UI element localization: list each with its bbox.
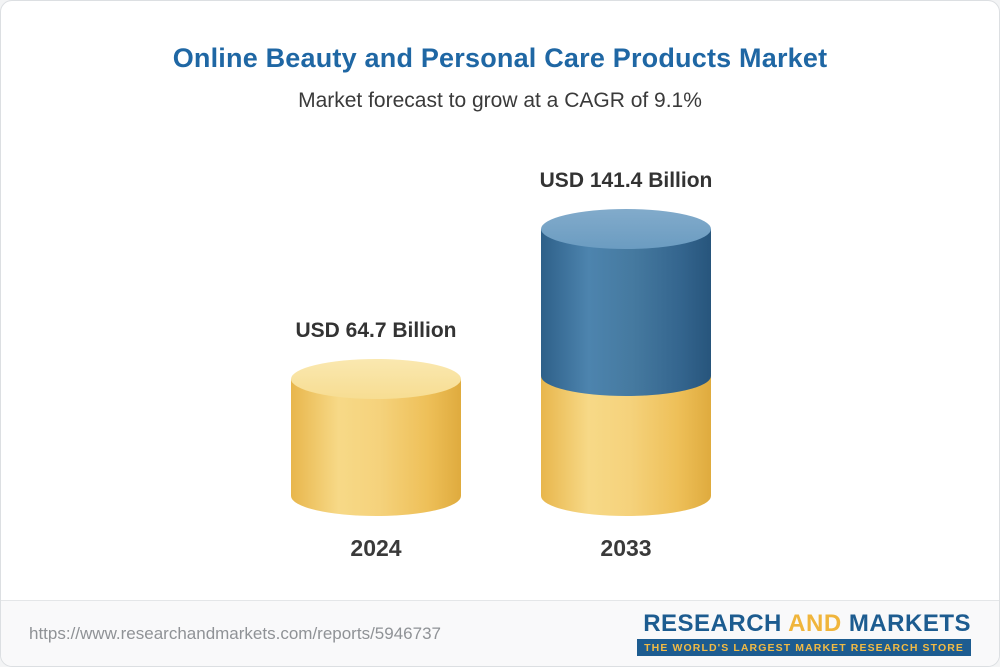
bar-2024-base-segment — [291, 379, 461, 516]
category-label-2033: 2033 — [600, 535, 652, 561]
bar-2024-top-ellipse — [291, 359, 461, 399]
value-label-2033: USD 141.4 Billion — [539, 169, 713, 192]
logo-wordmark: RESEARCH AND MARKETS — [643, 609, 971, 637]
logo-word-and: AND — [788, 609, 842, 637]
logo-tagline: THE WORLD'S LARGEST MARKET RESEARCH STOR… — [637, 639, 971, 657]
footer: https://www.researchandmarkets.com/repor… — [1, 600, 999, 666]
value-label-2024: USD 64.7 Billion — [295, 319, 457, 342]
chart-title: Online Beauty and Personal Care Products… — [172, 43, 828, 73]
bar-2033-base-segment — [541, 376, 711, 516]
logo-word-markets: MARKETS — [848, 609, 971, 637]
chart-subtitle: Market forecast to grow at a CAGR of 9.1… — [298, 89, 702, 112]
logo-word-research: RESEARCH — [643, 609, 782, 637]
bar-2033-growth-segment — [541, 229, 711, 396]
research-and-markets-logo: RESEARCH AND MARKETS THE WORLD'S LARGEST… — [637, 609, 971, 657]
category-label-2024: 2024 — [350, 535, 402, 561]
bar-2033 — [541, 209, 711, 516]
bar-2024 — [291, 359, 461, 516]
source-url: https://www.researchandmarkets.com/repor… — [29, 623, 441, 643]
bar-2033-top-ellipse — [541, 209, 711, 249]
